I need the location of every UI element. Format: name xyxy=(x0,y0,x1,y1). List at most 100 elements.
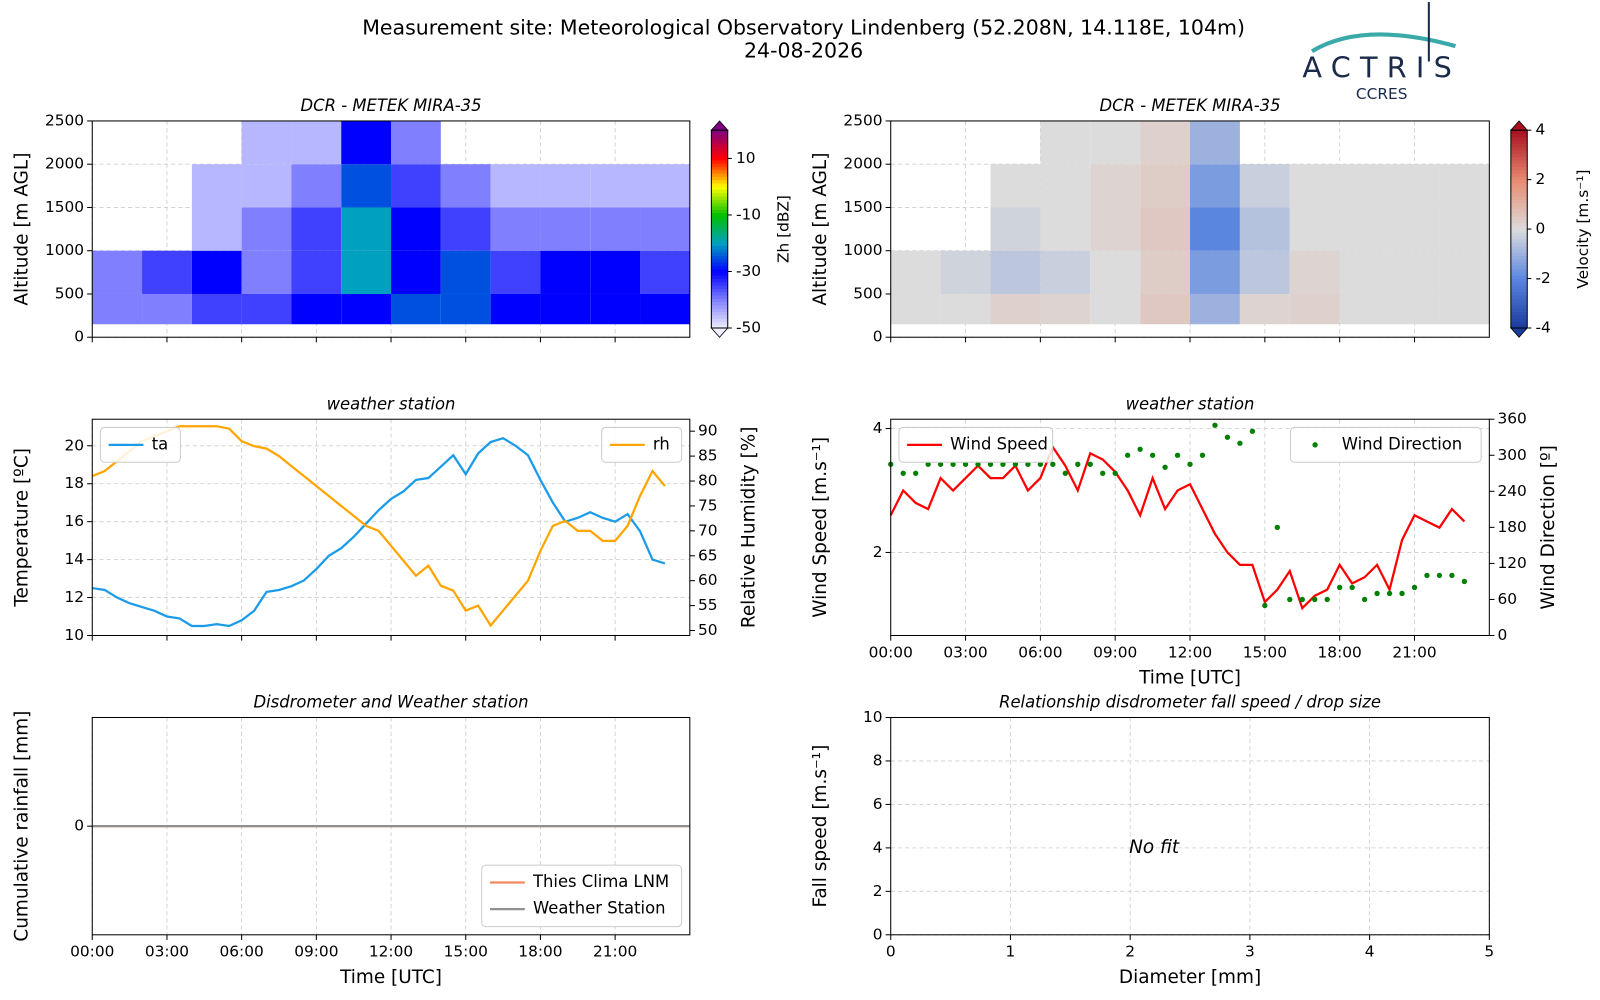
heatmap-cell xyxy=(940,250,991,294)
colorbar-swatch xyxy=(1510,235,1528,240)
y-tick-label: 10 xyxy=(863,708,883,726)
colorbar-swatch xyxy=(711,179,728,184)
legend: rh xyxy=(601,426,683,463)
x-tick-label: 06:00 xyxy=(220,943,264,961)
heatmap-cell xyxy=(990,250,1041,294)
colorbar-swatch xyxy=(711,182,728,187)
scatter-point xyxy=(1312,596,1318,603)
scatter-point xyxy=(1411,584,1418,591)
heatmap-cell xyxy=(291,120,342,165)
colorbar-swatch xyxy=(1510,199,1528,204)
scatter-point xyxy=(1162,464,1168,470)
colorbar-swatch xyxy=(711,136,728,141)
scatter-point xyxy=(1149,452,1156,458)
heatmap-cell xyxy=(640,250,690,294)
heatmap-cell xyxy=(1339,250,1390,294)
y-tick-label: 0 xyxy=(873,925,883,943)
colorbar-swatch xyxy=(1510,229,1528,233)
scatter-point xyxy=(1374,590,1380,597)
heatmap-cell xyxy=(1439,250,1490,294)
x-tick-label: 2 xyxy=(1125,943,1135,961)
x-tick-label: 09:00 xyxy=(1093,643,1137,661)
x-tick-label: 4 xyxy=(1365,943,1375,961)
colorbar-swatch xyxy=(1510,275,1528,280)
y2-tick-label: 70 xyxy=(698,521,718,539)
colorbar-swatch xyxy=(1510,278,1528,283)
annotation: No fit xyxy=(1129,837,1180,858)
colorbar-tick-label: -50 xyxy=(736,319,761,337)
colorbar-swatch xyxy=(1510,245,1528,250)
heatmap-cell xyxy=(1090,120,1141,165)
legend-label: ta xyxy=(152,434,168,453)
axes-frame xyxy=(91,418,691,637)
panel-title: Disdrometer and Weather station xyxy=(254,693,529,712)
heatmap-cell xyxy=(191,293,242,325)
heatmap-cell xyxy=(990,207,1041,251)
figure: Measurement site: Meteorological Observa… xyxy=(12,2,1592,988)
colorbar-swatch xyxy=(711,206,728,210)
heatmap-cell xyxy=(391,250,441,294)
heatmap-cell xyxy=(640,164,690,208)
colorbar-swatch xyxy=(711,212,728,217)
colorbar-swatch xyxy=(711,248,728,253)
colorbar-swatch xyxy=(1510,206,1528,210)
heatmap-cell xyxy=(590,250,641,294)
heatmap-cell xyxy=(341,250,392,294)
axes-frame xyxy=(91,716,691,936)
y-tick-label: 20 xyxy=(65,436,85,454)
heatmap-cell xyxy=(590,293,641,325)
colorbar-swatch xyxy=(1510,215,1528,220)
scatter-point xyxy=(1237,440,1243,446)
figure-date: 24-08-2026 xyxy=(744,38,863,62)
logo-arc xyxy=(1310,32,1457,54)
scatter-point xyxy=(1386,590,1393,597)
x-tick-label: 03:00 xyxy=(145,943,189,961)
heatmap-cell xyxy=(1190,120,1240,165)
panel: Relationship disdrometer fall speed / dr… xyxy=(810,693,1494,988)
scatter-point xyxy=(975,461,981,467)
heatmap-cell xyxy=(341,293,392,325)
heatmap-cell xyxy=(590,207,641,251)
colorbar-swatch xyxy=(711,156,728,161)
heatmap-cell xyxy=(1389,207,1440,251)
heatmap-cell xyxy=(191,250,242,294)
colorbar-label: Zh [dBZ] xyxy=(775,195,793,263)
heatmap-cell xyxy=(1190,293,1240,325)
scatter-point xyxy=(1000,461,1006,467)
x-tick-label: 1 xyxy=(1006,943,1016,961)
scatter-point xyxy=(1125,452,1131,458)
scatter-point xyxy=(1349,584,1355,591)
heatmap-cell xyxy=(92,293,143,325)
heatmap-cell xyxy=(540,207,591,251)
colorbar-swatch xyxy=(711,304,728,309)
colorbar-swatch xyxy=(711,258,728,263)
scatter-point xyxy=(1212,422,1218,428)
y-tick-label: 4 xyxy=(873,419,883,437)
heatmap-cell xyxy=(540,293,591,325)
panel: weather station Temperature [ºC] Relative … xyxy=(12,394,760,644)
colorbar-swatch xyxy=(711,196,728,200)
heatmap-cell xyxy=(490,250,541,294)
colorbar-swatch xyxy=(1510,271,1528,276)
heatmap-cell xyxy=(1190,250,1240,294)
scatter-point xyxy=(1461,578,1468,585)
colorbar-swatch xyxy=(1510,248,1528,253)
scatter-point xyxy=(1436,572,1443,579)
heatmap-cell xyxy=(1040,293,1091,325)
legend: ta xyxy=(99,426,181,463)
colorbar-swatch xyxy=(711,271,728,276)
heatmap-cell xyxy=(990,164,1041,208)
y2-tick-label: 50 xyxy=(698,621,718,639)
x-tick-label: 15:00 xyxy=(1243,643,1287,661)
heatmap-cell xyxy=(391,120,441,165)
series-line xyxy=(91,425,666,628)
colorbar-swatch xyxy=(1510,238,1528,243)
colorbar-swatch xyxy=(711,262,728,266)
colorbar-swatch xyxy=(1510,149,1528,154)
colorbar-swatch xyxy=(1510,196,1528,200)
heatmap-cell xyxy=(142,293,192,325)
colorbar-swatch xyxy=(1510,242,1528,247)
colorbar-swatch xyxy=(711,173,728,177)
colorbar-swatch xyxy=(711,321,728,326)
colorbar-swatch xyxy=(1510,288,1528,293)
